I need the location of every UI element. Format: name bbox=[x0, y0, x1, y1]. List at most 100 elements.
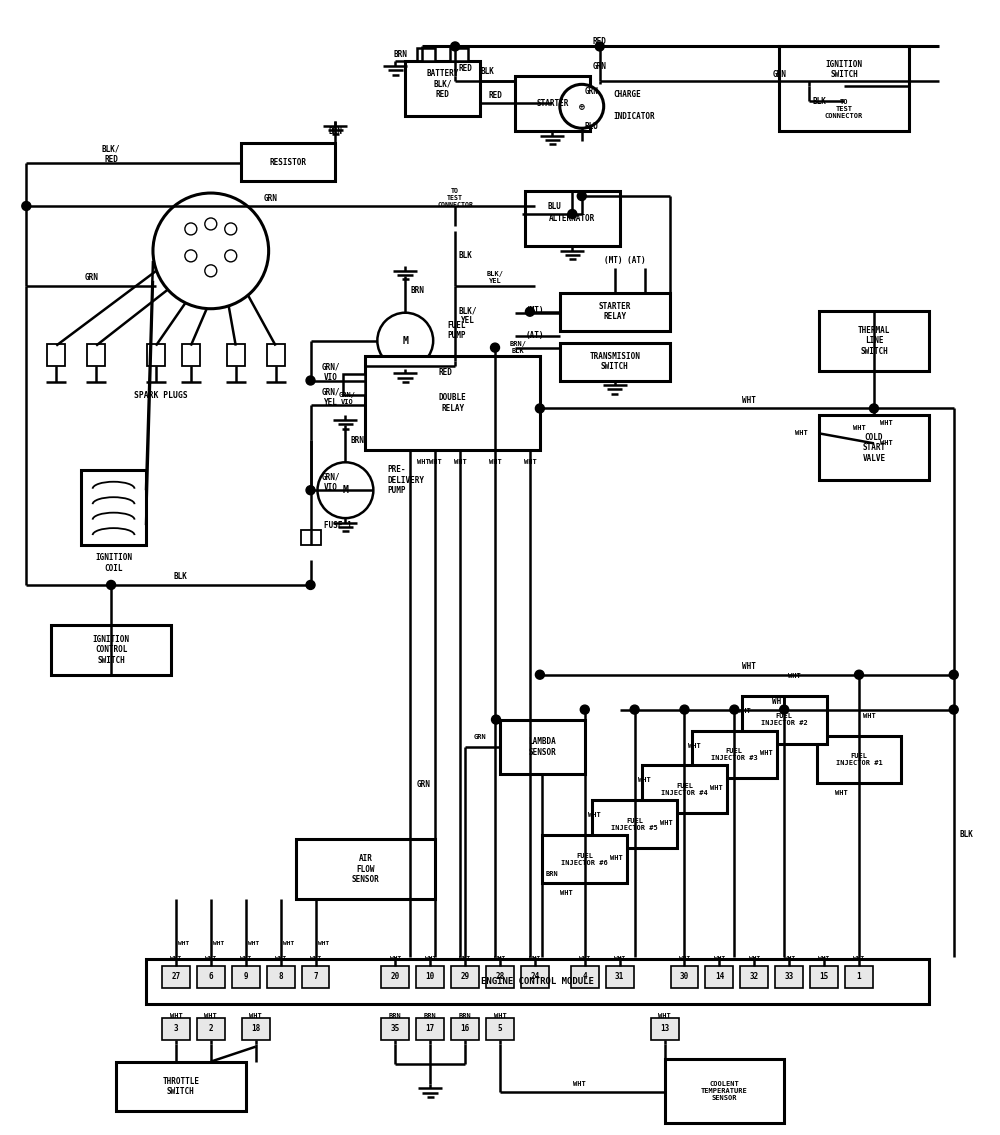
Bar bbox=[197, 1018, 225, 1040]
Bar bbox=[417, 49, 435, 61]
Circle shape bbox=[185, 222, 197, 235]
Text: WHT: WHT bbox=[710, 785, 723, 791]
Text: 28: 28 bbox=[495, 973, 505, 982]
Circle shape bbox=[580, 705, 589, 714]
Text: RED: RED bbox=[593, 37, 607, 45]
Circle shape bbox=[492, 715, 500, 724]
Text: (MT): (MT) bbox=[526, 306, 544, 316]
Bar bbox=[365, 355, 540, 451]
Text: 31: 31 bbox=[615, 973, 624, 982]
Bar bbox=[381, 966, 409, 987]
Circle shape bbox=[22, 202, 31, 210]
Text: GRN/
YEL: GRN/ YEL bbox=[321, 388, 340, 407]
Circle shape bbox=[306, 580, 315, 589]
Bar bbox=[296, 839, 435, 899]
Bar bbox=[705, 966, 733, 987]
Text: WHT: WHT bbox=[688, 742, 701, 748]
Text: WHT: WHT bbox=[204, 1012, 217, 1019]
Text: 17: 17 bbox=[426, 1024, 435, 1033]
Circle shape bbox=[318, 462, 373, 519]
Text: AIR
FLOW
SENSOR: AIR FLOW SENSOR bbox=[352, 855, 379, 884]
Text: BRN: BRN bbox=[424, 1012, 437, 1019]
Text: WHT: WHT bbox=[240, 957, 251, 961]
Bar bbox=[81, 470, 146, 545]
Text: WHT: WHT bbox=[494, 1012, 506, 1019]
Text: WHT: WHT bbox=[425, 957, 436, 961]
Text: WHT: WHT bbox=[454, 460, 466, 465]
Circle shape bbox=[535, 670, 544, 679]
Text: WHT: WHT bbox=[213, 941, 224, 947]
Bar bbox=[521, 966, 549, 987]
Text: WHT: WHT bbox=[738, 707, 751, 714]
Bar bbox=[740, 966, 768, 987]
Text: WHT: WHT bbox=[318, 941, 329, 947]
Circle shape bbox=[205, 264, 217, 277]
Text: BRN: BRN bbox=[459, 1012, 471, 1019]
Text: WHT: WHT bbox=[880, 440, 892, 446]
Bar bbox=[742, 696, 827, 743]
Text: COOLENT
TEMPERATURE
SENSOR: COOLENT TEMPERATURE SENSOR bbox=[701, 1081, 748, 1101]
Text: COLD
START
VALVE: COLD START VALVE bbox=[862, 432, 886, 463]
Circle shape bbox=[451, 42, 460, 51]
Circle shape bbox=[780, 705, 789, 714]
Text: WHT: WHT bbox=[614, 957, 625, 961]
Text: WHT: WHT bbox=[489, 460, 501, 465]
Text: WHT: WHT bbox=[742, 396, 756, 405]
Text: FUEL
INJECTOR #5: FUEL INJECTOR #5 bbox=[611, 818, 658, 831]
Circle shape bbox=[577, 192, 586, 201]
Text: 13: 13 bbox=[660, 1024, 669, 1033]
Circle shape bbox=[185, 250, 197, 262]
Text: BLU: BLU bbox=[548, 202, 562, 210]
Text: (AT): (AT) bbox=[526, 331, 544, 340]
Circle shape bbox=[595, 42, 604, 51]
Text: 10: 10 bbox=[426, 973, 435, 982]
Text: WHT: WHT bbox=[524, 460, 536, 465]
Text: TRANSMISION
SWITCH: TRANSMISION SWITCH bbox=[589, 352, 640, 371]
Text: WHT: WHT bbox=[835, 790, 847, 797]
Text: WHT: WHT bbox=[560, 890, 573, 897]
Text: WHT: WHT bbox=[610, 855, 623, 861]
Circle shape bbox=[855, 670, 863, 679]
Text: GRN/
VIO: GRN/ VIO bbox=[339, 392, 356, 405]
Text: WHT: WHT bbox=[880, 420, 892, 427]
Text: THERMAL
LINE
SWITCH: THERMAL LINE SWITCH bbox=[858, 326, 890, 355]
Text: FUEL
INJECTOR #4: FUEL INJECTOR #4 bbox=[661, 783, 708, 796]
Text: IGNITION
COIL: IGNITION COIL bbox=[95, 553, 132, 573]
Bar bbox=[162, 1018, 190, 1040]
Circle shape bbox=[949, 670, 958, 679]
Bar bbox=[416, 966, 444, 987]
Bar bbox=[51, 625, 171, 674]
Text: (MT) (AT): (MT) (AT) bbox=[604, 257, 645, 266]
Bar bbox=[542, 835, 627, 883]
Circle shape bbox=[568, 210, 577, 218]
Bar bbox=[486, 966, 514, 987]
Text: BLK/
YEL: BLK/ YEL bbox=[459, 306, 477, 326]
Circle shape bbox=[225, 222, 237, 235]
Bar bbox=[381, 1018, 409, 1040]
Text: WHT: WHT bbox=[588, 813, 601, 818]
Bar bbox=[242, 1018, 270, 1040]
Circle shape bbox=[949, 705, 958, 714]
Text: WHT: WHT bbox=[390, 957, 401, 961]
Bar bbox=[671, 966, 698, 987]
Text: BRN: BRN bbox=[329, 127, 342, 136]
Text: WHT: WHT bbox=[818, 957, 830, 961]
Text: FUEL
INJECTOR #1: FUEL INJECTOR #1 bbox=[836, 753, 882, 766]
Text: WHT: WHT bbox=[459, 957, 471, 961]
Text: WHT: WHT bbox=[660, 821, 673, 826]
Text: 32: 32 bbox=[750, 973, 759, 982]
Text: IGNITION
CONTROL
SWITCH: IGNITION CONTROL SWITCH bbox=[93, 634, 130, 665]
Text: 8: 8 bbox=[278, 973, 283, 982]
Text: BLK: BLK bbox=[174, 572, 188, 581]
Bar bbox=[451, 1018, 479, 1040]
Text: WHT: WHT bbox=[283, 941, 294, 947]
Circle shape bbox=[225, 250, 237, 262]
Bar bbox=[845, 966, 873, 987]
Text: WHT: WHT bbox=[863, 713, 875, 718]
Text: BRN: BRN bbox=[393, 50, 407, 59]
Bar bbox=[241, 143, 335, 182]
Text: WHT: WHT bbox=[714, 957, 725, 961]
Text: GRN: GRN bbox=[84, 274, 98, 283]
Circle shape bbox=[869, 404, 878, 413]
Text: 16: 16 bbox=[460, 1024, 470, 1033]
